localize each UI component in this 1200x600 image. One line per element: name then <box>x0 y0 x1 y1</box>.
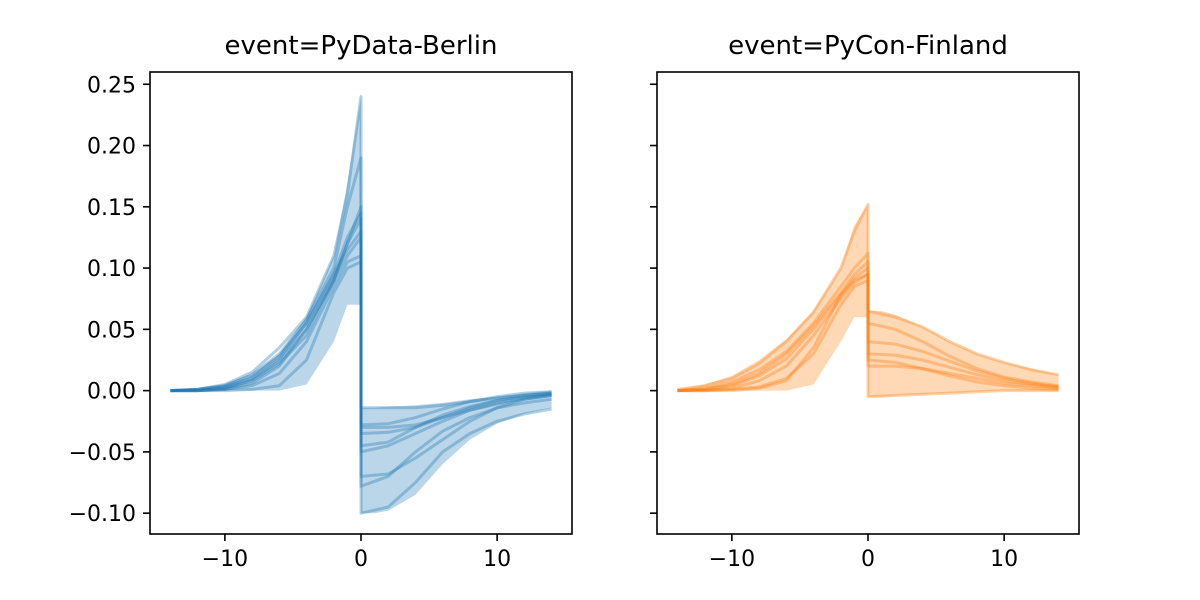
series-lines-group <box>677 202 1059 399</box>
subplot-pydata-berlin: −10 0 10 0.25 0.20 0.15 0.10 0.05 0.00 −0.05 −0.1… <box>69 31 573 572</box>
x-axis-ticks: −10 0 10 <box>709 534 1018 572</box>
series-line-2 <box>677 251 1059 393</box>
y-tick-label: 0.10 <box>87 257 136 282</box>
series-line-7 <box>677 272 1059 399</box>
series-line-5 <box>677 272 1059 393</box>
series-line-1 <box>677 202 1059 391</box>
x-tick-label: 0 <box>354 547 368 572</box>
y-axis-ticks <box>650 83 657 514</box>
subplot-title: event=PyData-Berlin <box>225 31 498 61</box>
confidence-band-group <box>170 96 552 514</box>
y-tick-label: −0.10 <box>69 502 136 527</box>
x-tick-label: 10 <box>990 547 1018 572</box>
series-line-8 <box>170 235 552 427</box>
subplot-pycon-finland: −10 0 10 event=PyCon-Finland <box>650 31 1080 572</box>
series-line-4 <box>170 217 552 454</box>
series-line-9 <box>170 211 552 410</box>
confidence-band <box>677 204 1059 397</box>
confidence-band-group <box>677 204 1059 397</box>
subplot-title: event=PyCon-Finland <box>728 31 1008 61</box>
series-line-4 <box>677 266 1059 393</box>
series-line-7 <box>170 260 552 429</box>
series-line-3 <box>677 260 1059 393</box>
x-tick-label: −10 <box>202 547 248 572</box>
x-tick-label: 0 <box>861 547 875 572</box>
x-axis-ticks: −10 0 10 <box>202 534 511 572</box>
y-axis-ticks: 0.25 0.20 0.15 0.10 0.05 0.00 −0.05 −0.10 <box>69 73 150 527</box>
y-tick-label: 0.00 <box>87 380 136 405</box>
series-lines-group <box>170 95 552 515</box>
series-line-6 <box>677 278 1059 393</box>
x-tick-label: −10 <box>709 547 755 572</box>
confidence-band <box>170 96 552 514</box>
series-line-3 <box>170 205 552 478</box>
y-tick-label: 0.20 <box>87 135 136 160</box>
y-tick-label: 0.15 <box>87 196 136 221</box>
series-line-2 <box>170 156 552 488</box>
series-line-1 <box>170 95 552 515</box>
series-line-6 <box>170 254 552 435</box>
series-line-5 <box>170 229 552 448</box>
y-tick-label: 0.25 <box>87 73 136 98</box>
x-tick-label: 10 <box>483 547 511 572</box>
y-tick-label: −0.05 <box>69 441 136 466</box>
y-tick-label: 0.05 <box>87 318 136 343</box>
